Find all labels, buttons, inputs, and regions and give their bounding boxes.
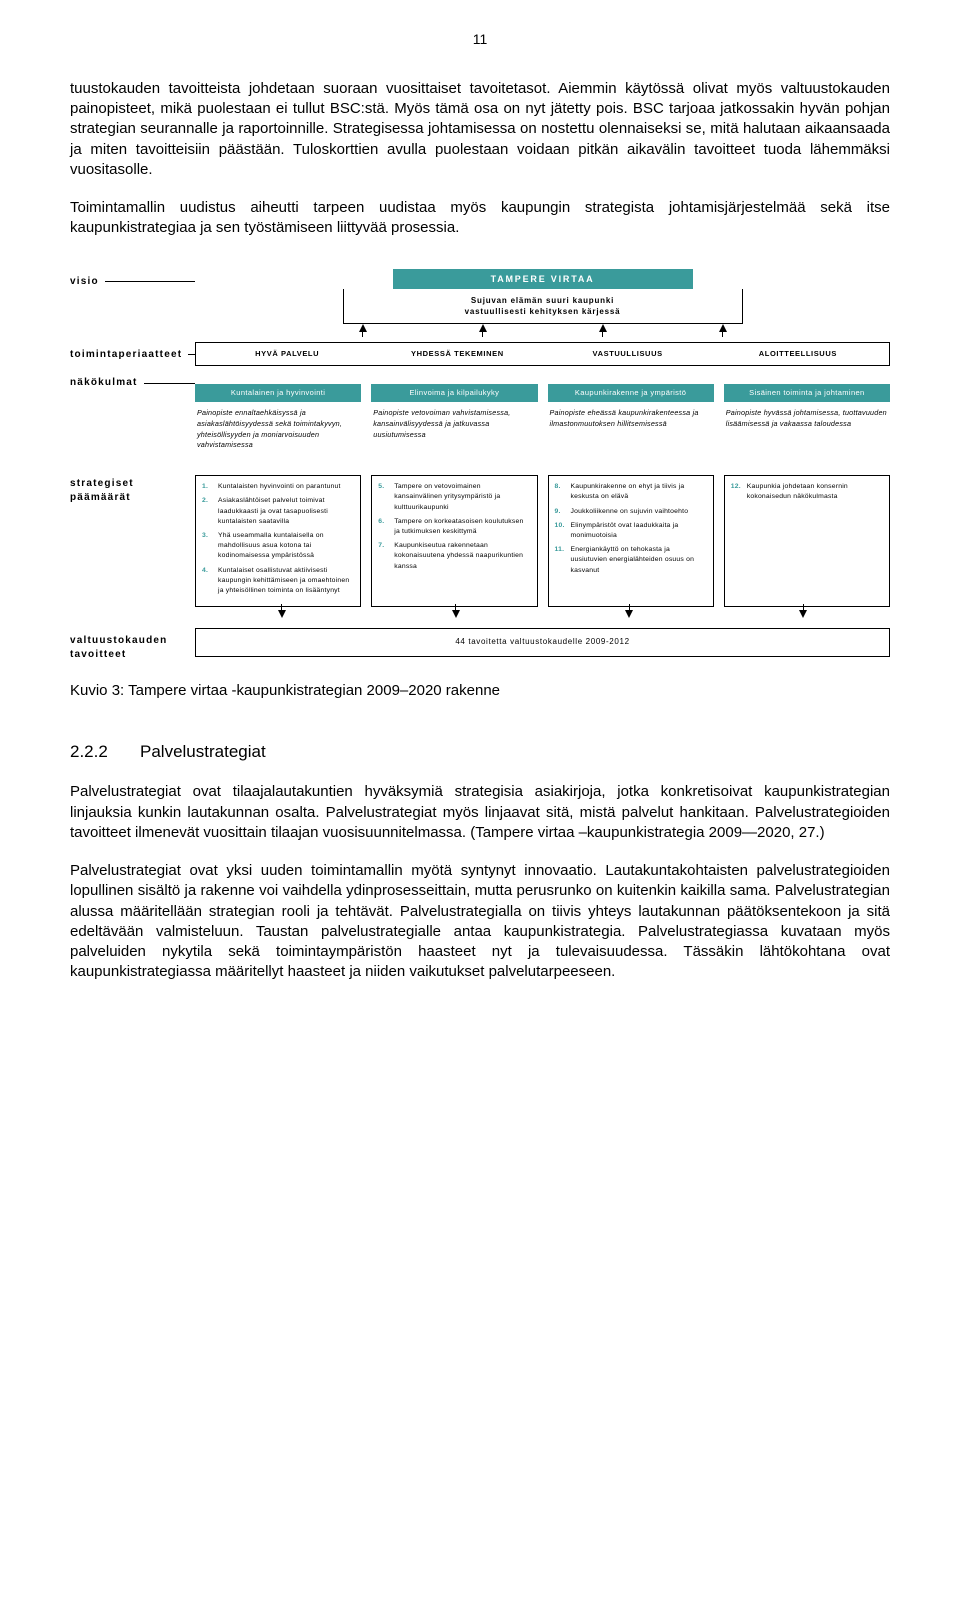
goal-col-2: 8.Kaupunkirakenne on ehyt ja tiivis ja k… [548,475,714,607]
principles-box: HYVÄ PALVELU YHDESSÄ TEKEMINEN VASTUULLI… [195,342,890,366]
goal-col-1: 5.Tampere on vetovoimainen kansainväline… [371,475,537,607]
label-valtuusto: valtuustokauden tavoitteet [70,628,195,661]
persp-head-1: Elinvoima ja kilpailukyky [371,384,537,402]
paragraph-3: Palvelustrategiat ovat tilaajalautakunti… [70,782,890,843]
persp-body-0: Painopiste ennalta­ehkäisyssä ja asiakas… [195,402,361,451]
persp-body-2: Painopiste eheässä kaupunki­rakenteessa … [548,402,714,430]
figure-caption: Kuvio 3: Tampere virtaa -kaupunkistrateg… [70,681,890,701]
perspectives-row: Kuntalainen ja hyvinvointi Painopiste en… [195,384,890,451]
paragraph-2: Toimintamallin uudistus aiheutti tarpeen… [70,198,890,239]
goal-col-3: 12.Kaupunkia johdetaan konsernin kokonai… [724,475,890,607]
vision-subtitle: Sujuvan elämän suuri kaupunki vastuullis… [343,289,743,324]
page-number: 11 [70,30,890,49]
persp-body-3: Painopiste hyvässä johtamisessa, tuottav… [724,402,890,430]
persp-head-0: Kuntalainen ja hyvinvointi [195,384,361,402]
goals-row: 1.Kuntalaisten hyvinvointi on parantunut… [195,475,890,607]
label-visio: visio [70,269,195,289]
label-goals: strategiset päämäärät [70,455,195,504]
persp-head-2: Kaupunkirakenne ja ympäristö [548,384,714,402]
arrows-down [195,610,890,626]
label-perspectives: näkökulmat [70,370,195,390]
arrows-up [303,324,783,340]
valtuusto-box: 44 tavoitetta valtuustokaudelle 2009-201… [195,628,890,657]
vision-title: TAMPERE VIRTAA [393,269,693,289]
persp-head-3: Sisäinen toiminta ja johtaminen [724,384,890,402]
persp-body-1: Painopiste vetovoiman vahvistamisessa, k… [371,402,537,440]
section-heading: 2.2.2Palvelustrategiat [70,741,890,764]
label-principles: toimintaperiaatteet [70,342,195,362]
strategy-diagram: visio TAMPERE VIRTAA Sujuvan elämän suur… [70,269,890,661]
goal-col-0: 1.Kuntalaisten hyvinvointi on parantunut… [195,475,361,607]
paragraph-4: Palvelustrategiat ovat yksi uuden toimin… [70,861,890,983]
paragraph-1: tuustokauden tavoitteista johdetaan suor… [70,79,890,180]
